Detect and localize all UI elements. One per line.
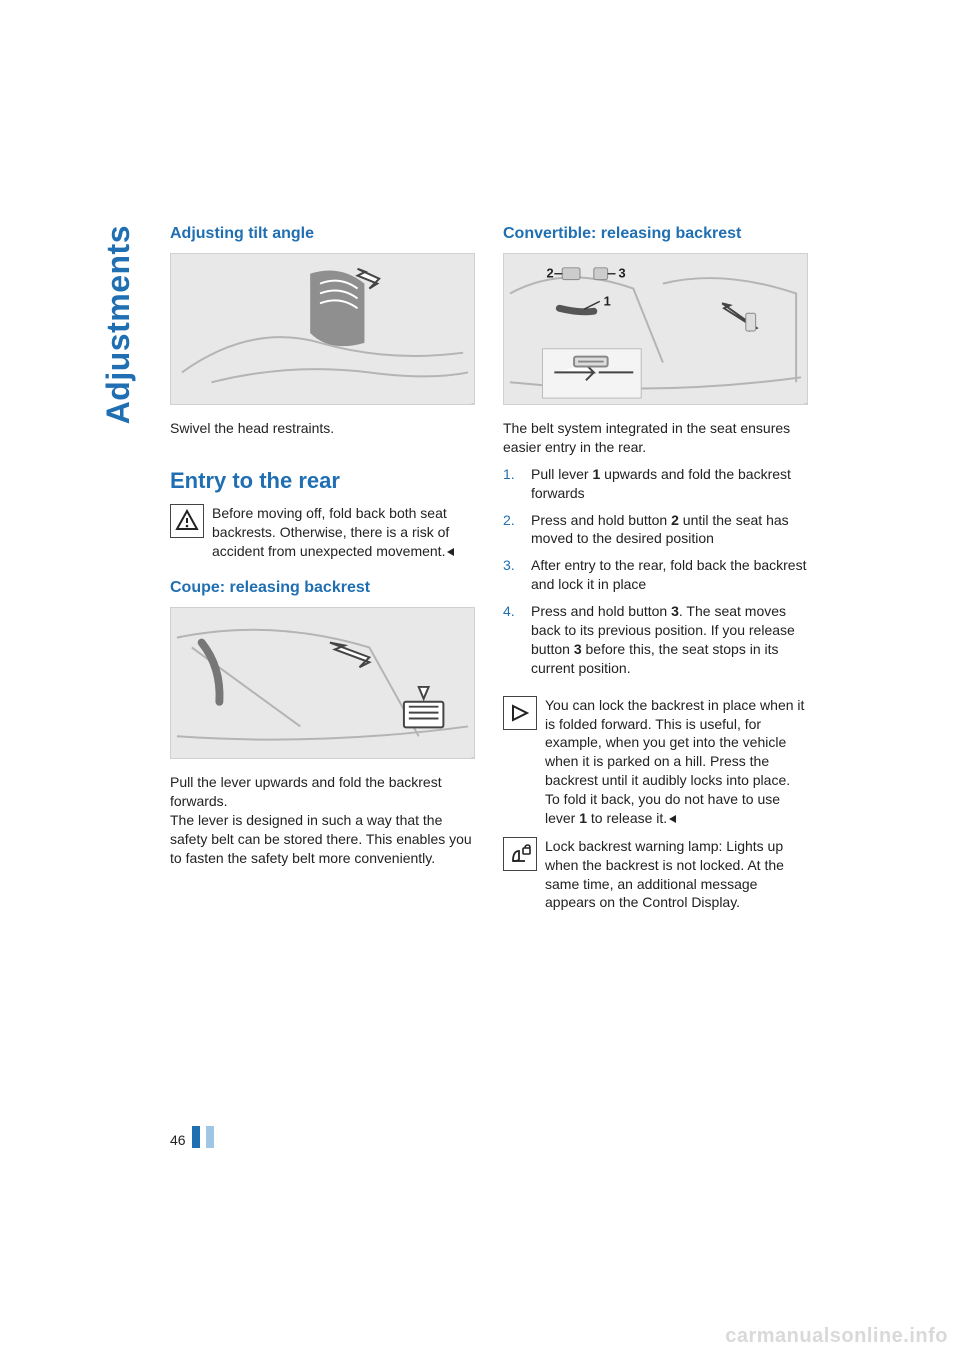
step-number: 1. — [503, 465, 521, 503]
seat-lock-lamp-icon — [503, 837, 537, 871]
watermark: carmanualsonline.info — [725, 1325, 948, 1348]
step-2: 2. Press and hold button 2 until the sea… — [503, 511, 808, 549]
step-number: 4. — [503, 602, 521, 678]
callout-label-1: 1 — [604, 293, 611, 308]
step-bold: 2 — [671, 512, 679, 528]
step-text: Press and hold button 2 until the seat h… — [531, 511, 808, 549]
content-columns: Adjusting tilt angle — [170, 225, 870, 920]
figure-tilt-angle: MN00387CMA — [170, 253, 475, 405]
right-column: Convertible: releasing backrest — [503, 225, 808, 920]
page-bar-icon — [206, 1126, 214, 1148]
step-text: Pull lever 1 upwards and fold the backre… — [531, 465, 808, 503]
coupe-text: Pull the lever upwards and fold the back… — [170, 773, 475, 867]
warning-text: Before moving off, fold back both seat b… — [212, 504, 475, 562]
step-bold: 3 — [574, 641, 582, 657]
page-number-value: 46 — [170, 1132, 186, 1148]
step-frag: Press and hold button — [531, 512, 671, 528]
step-1: 1. Pull lever 1 upwards and fold the bac… — [503, 465, 808, 503]
step-frag: Pull lever — [531, 466, 592, 482]
lamp-text: Lock backrest warning lamp: Lights up wh… — [545, 837, 808, 913]
lamp-callout: Lock backrest warning lamp: Lights up wh… — [503, 837, 808, 913]
step-4: 4. Press and hold button 3. The seat mov… — [503, 602, 808, 678]
page-number: 46 — [170, 1126, 214, 1148]
tip-frag: to release it. — [587, 810, 667, 826]
figure-convertible: 2 3 1 MN00391CMA — [503, 253, 808, 405]
figure-code: MN00387CMA — [471, 402, 475, 405]
step-number: 3. — [503, 556, 521, 594]
warning-text-content: Before moving off, fold back both seat b… — [212, 505, 449, 559]
page-bar-icon — [192, 1126, 200, 1148]
tip-bold: 1 — [579, 810, 587, 826]
step-text: Press and hold button 3. The seat moves … — [531, 602, 808, 678]
section-tab: Adjustments — [100, 225, 137, 424]
callout-label-2: 2 — [546, 266, 553, 281]
convertible-intro: The belt system integrated in the seat e… — [503, 419, 808, 457]
warning-icon — [170, 504, 204, 538]
steps-list: 1. Pull lever 1 upwards and fold the bac… — [503, 465, 808, 686]
warning-callout: Before moving off, fold back both seat b… — [170, 504, 475, 562]
heading-entry-rear: Entry to the rear — [170, 468, 475, 494]
page: Adjustments Adjusting tilt angle — [0, 0, 960, 1358]
step-number: 2. — [503, 511, 521, 549]
tip-text: You can lock the backrest in place when … — [545, 696, 808, 829]
end-marker-icon — [445, 543, 455, 562]
tip-icon — [503, 696, 537, 730]
step-bold: 3 — [671, 603, 679, 619]
heading-convertible: Convertible: releasing backrest — [503, 225, 808, 243]
step-text: After entry to the rear, fold back the b… — [531, 556, 808, 594]
figure-code: MN00388CMA — [471, 756, 475, 759]
tip-frag: You can lock the backrest in place when … — [545, 697, 804, 826]
step-3: 3. After entry to the rear, fold back th… — [503, 556, 808, 594]
heading-coupe: Coupe: releasing backrest — [170, 579, 475, 597]
left-column: Adjusting tilt angle — [170, 225, 475, 920]
heading-tilt-angle: Adjusting tilt angle — [170, 225, 475, 243]
figure-code: MN00391CMA — [804, 402, 808, 405]
step-frag: Press and hold button — [531, 603, 671, 619]
tilt-caption: Swivel the head restraints. — [170, 419, 475, 438]
tip-callout: You can lock the backrest in place when … — [503, 696, 808, 829]
end-marker-icon — [667, 810, 677, 829]
figure-coupe: MN00388CMA — [170, 607, 475, 759]
callout-label-3: 3 — [618, 266, 625, 281]
